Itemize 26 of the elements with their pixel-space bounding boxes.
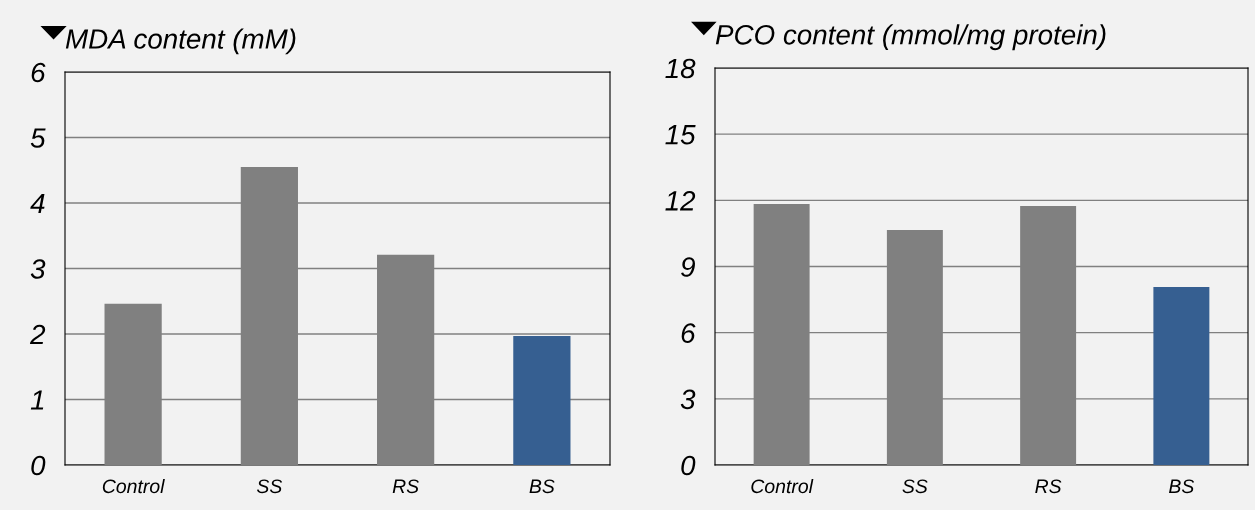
- x-tick-label: Control: [102, 478, 165, 494]
- chart-title: MDA content (mM): [65, 28, 296, 55]
- y-tick-label: 15: [665, 125, 696, 145]
- y-tick-label: 4: [30, 193, 45, 214]
- x-tick-label: Control: [751, 478, 814, 494]
- y-tick-label: 6: [31, 62, 46, 83]
- x-tick-label: BS: [529, 479, 555, 494]
- x-tick-label: SS: [256, 479, 283, 494]
- bar: [1153, 287, 1210, 465]
- y-tick-label: 9: [681, 257, 695, 277]
- bar: [513, 335, 571, 465]
- chart-title: PCO content (mmol/mg protein): [715, 24, 1106, 51]
- y-tick-label: 3: [680, 389, 696, 410]
- y-tick-label: 18: [665, 58, 696, 79]
- y-tick-label: 6: [681, 323, 696, 344]
- x-tick-label: BS: [1169, 479, 1195, 494]
- x-tick-label: RS: [1035, 479, 1062, 494]
- y-tick-label: 0: [31, 455, 46, 476]
- x-tick-label: RS: [392, 479, 419, 494]
- y-tick-label: 12: [665, 191, 696, 211]
- y-tick-label: 3: [30, 259, 46, 279]
- y-tick-label: 1: [30, 390, 44, 410]
- y-tick-label: 5: [30, 128, 46, 148]
- y-tick-label: 2: [29, 324, 46, 345]
- x-tick-label: SS: [902, 479, 928, 494]
- y-tick-label: 0: [681, 455, 696, 476]
